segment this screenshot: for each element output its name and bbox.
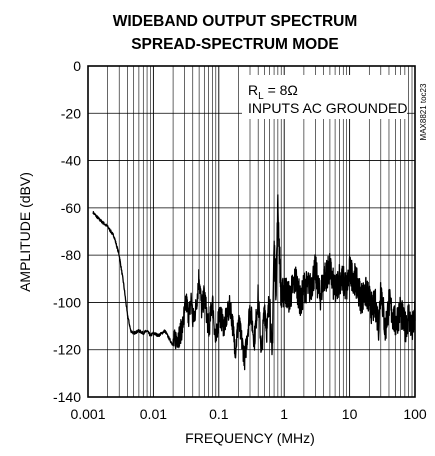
y-tick-label: -140 — [53, 389, 81, 405]
x-tick-label: 1 — [280, 406, 288, 422]
annotation-line1: RL = 8Ω — [248, 82, 298, 102]
chart-subtitle: SPREAD-SPECTRUM MODE — [131, 36, 339, 53]
series-line-group — [92, 194, 416, 371]
annotation-sub: L — [258, 91, 264, 102]
part-number-label: MAX8821 toc23 — [419, 83, 428, 140]
x-tick-label: 10 — [342, 406, 358, 422]
y-tick-label: -20 — [61, 105, 81, 121]
plot-frame — [87, 65, 416, 398]
y-tick-label: 0 — [73, 58, 81, 74]
annotation-value: = 8Ω — [264, 82, 298, 98]
x-tick-label: 0.1 — [209, 406, 229, 422]
x-tick-labels: 0.001 0.01 0.1 1 10 100 — [70, 406, 426, 422]
y-tick-label: -60 — [61, 200, 81, 216]
annotation-line2: INPUTS AC GROUNDED — [248, 100, 407, 116]
x-axis-label: FREQUENCY (MHz) — [185, 430, 315, 446]
y-tick-label: -100 — [53, 294, 81, 310]
plot-grid — [87, 65, 415, 398]
y-axis-label: AMPLITUDE (dBV) — [17, 172, 33, 292]
x-tick-label: 100 — [403, 406, 427, 422]
annotation-background — [242, 75, 407, 119]
y-tick-label: -40 — [61, 153, 81, 169]
annotation-r: R — [248, 82, 258, 98]
x-tick-label: 0.01 — [140, 406, 167, 422]
chart-title: WIDEBAND OUTPUT SPECTRUM — [113, 13, 358, 30]
y-tick-label: -80 — [61, 247, 81, 263]
y-tick-labels: 0 -20 -40 -60 -80 -100 -120 -140 — [53, 58, 81, 405]
part-number-background — [418, 66, 429, 150]
x-tick-label: 0.001 — [70, 406, 105, 422]
y-tick-label: -120 — [53, 342, 81, 358]
series-line — [92, 194, 416, 371]
